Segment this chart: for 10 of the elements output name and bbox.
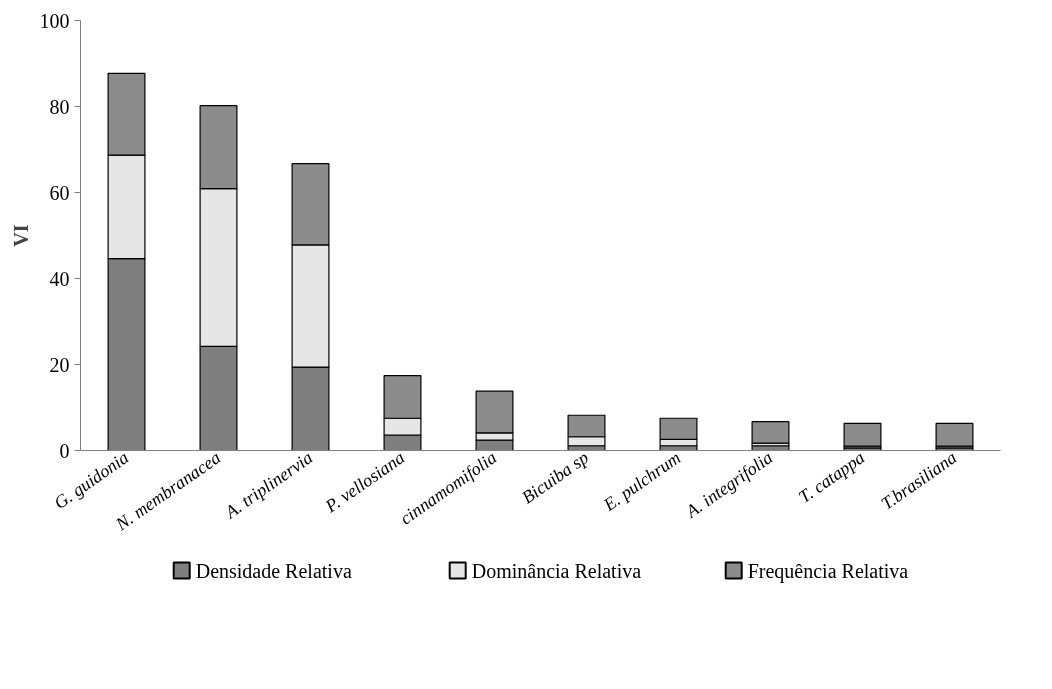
legend-label: Densidade Relativa	[195, 559, 352, 582]
y-axis-title: VI	[9, 224, 32, 247]
legend-label: Dominância Relativa	[471, 559, 642, 582]
y-tick-label: 0	[59, 439, 70, 462]
legend-label: Frequência Relativa	[747, 559, 909, 583]
y-tick-label: 40	[49, 267, 70, 290]
y-tick-label: 20	[49, 353, 70, 376]
y-tick-label: 60	[49, 181, 70, 204]
y-tick-label: 80	[49, 95, 70, 118]
y-tick-label: 100	[39, 9, 70, 32]
